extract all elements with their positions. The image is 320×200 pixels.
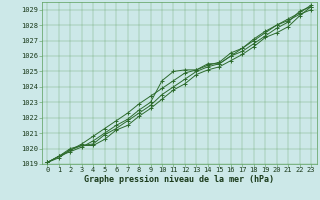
X-axis label: Graphe pression niveau de la mer (hPa): Graphe pression niveau de la mer (hPa) xyxy=(84,175,274,184)
